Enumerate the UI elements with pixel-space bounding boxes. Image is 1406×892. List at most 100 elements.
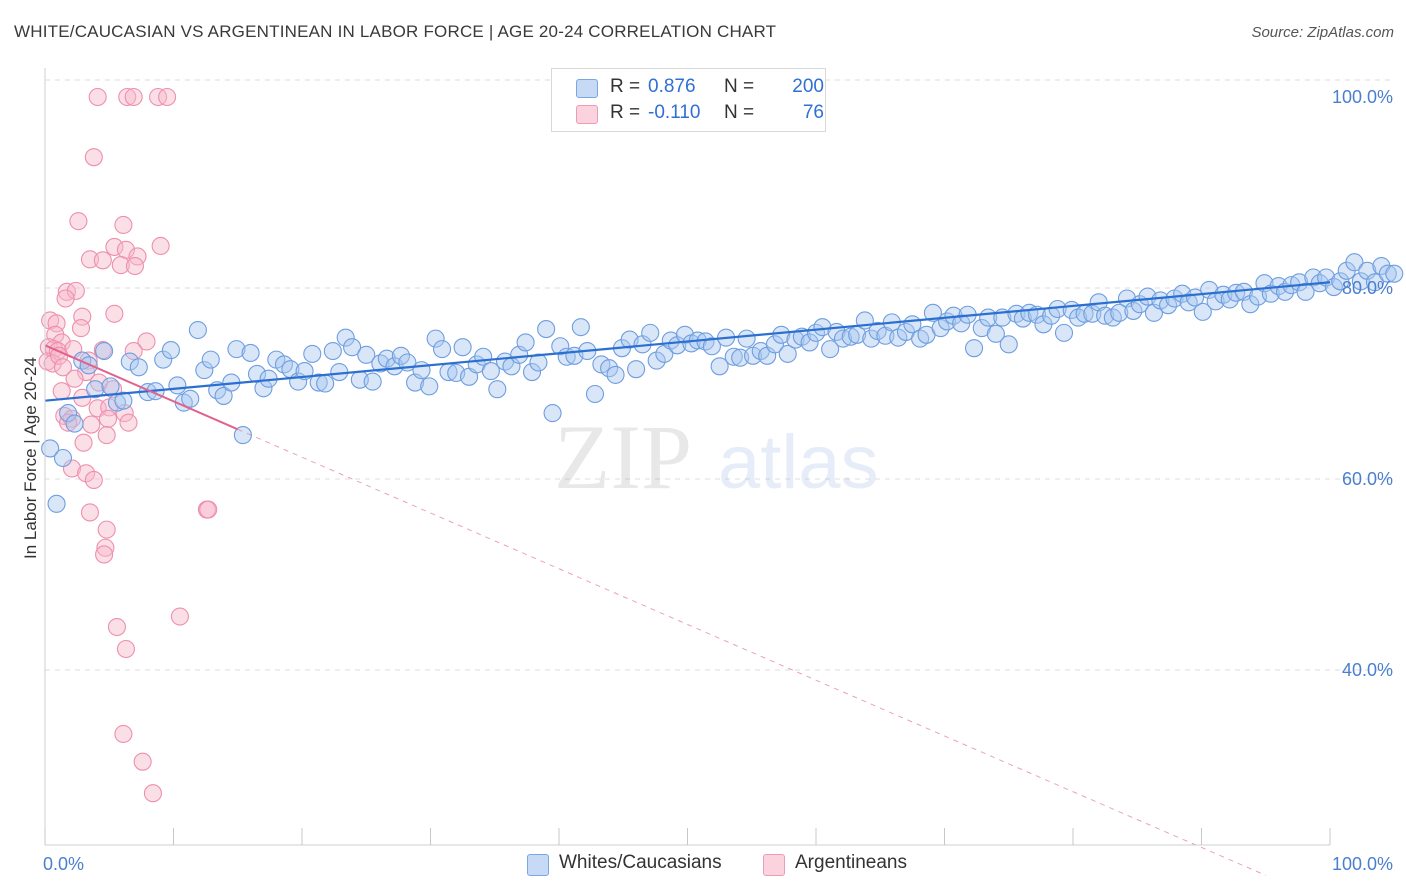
argentineans-point (124, 87, 143, 107)
series-swatch-whites (527, 854, 549, 876)
whites-point (724, 347, 743, 366)
whites-point (453, 338, 472, 357)
legend-n-label: N = (724, 76, 755, 97)
whites-point (923, 303, 942, 322)
legend-r-value: -0.110 (648, 102, 701, 123)
whites-point (316, 374, 335, 393)
legend-swatch-whites (576, 79, 598, 98)
whites-point (181, 389, 200, 408)
whites-point (965, 339, 984, 358)
argentineans-point (199, 500, 218, 519)
whites-point (571, 318, 590, 337)
whites-point (862, 329, 881, 348)
argentineans-point (53, 358, 73, 377)
argentineans-point (84, 148, 103, 167)
x-tick-label: 0.0% (43, 854, 84, 874)
whites-point (1193, 302, 1212, 321)
whites-point (357, 345, 376, 364)
whites-point (833, 329, 853, 348)
argentineans-point (97, 426, 116, 445)
y-tick-label: 40.0% (1342, 660, 1393, 680)
whites-point (1124, 301, 1143, 320)
whites-point (41, 439, 60, 458)
argentineans-trend-line (44, 344, 239, 431)
whites-point (377, 349, 396, 368)
argentineans-point (105, 304, 124, 323)
whites-point (59, 404, 78, 423)
whites-point (600, 359, 619, 378)
argentineans-point (114, 724, 133, 744)
argentineans-point (105, 237, 124, 256)
argentineans-point (151, 236, 170, 256)
whites-point (1241, 295, 1260, 314)
whites-point (201, 350, 220, 369)
whites-point (813, 318, 832, 337)
whites-point (188, 320, 207, 340)
legend-r-label: R = (610, 102, 641, 123)
whites-point (241, 343, 260, 362)
whites-point (1351, 272, 1370, 291)
series-swatch-argentineans (763, 854, 785, 876)
argentineans-point (84, 470, 103, 490)
whites-point (1096, 306, 1115, 325)
legend-n-label: N = (724, 102, 755, 123)
whites-point (363, 372, 382, 391)
whites-point (702, 337, 721, 356)
whites-point (426, 329, 445, 348)
series-label-whites: Whites/Caucasians (559, 852, 722, 873)
whites-point (529, 353, 548, 372)
whites-point (821, 340, 840, 359)
source-label: Source: ZipAtlas.com (1251, 24, 1394, 41)
series-legend: Whites/Caucasians Argentineans (0, 852, 1406, 878)
whites-point (161, 341, 180, 360)
whites-point (765, 335, 784, 354)
watermark-zip: ZIP (554, 406, 692, 508)
argentineans-point (80, 503, 100, 522)
whites-point (227, 340, 246, 359)
whites-point (1345, 253, 1364, 272)
whites-point (1110, 303, 1129, 322)
argentineans-point (62, 459, 82, 478)
whites-point (412, 361, 431, 380)
argentineans-point (116, 639, 136, 659)
argentineans-point (66, 281, 85, 300)
whites-point (931, 319, 950, 338)
chart-title: WHITE/CAUCASIAN VS ARGENTINEAN IN LABOR … (14, 22, 777, 41)
whites-point (129, 358, 148, 377)
argentineans-point (93, 251, 112, 270)
whites-point (543, 404, 562, 423)
argentineans-point (137, 332, 156, 351)
whites-point (214, 386, 233, 405)
argentineans-point (119, 413, 138, 432)
whites-point (303, 344, 322, 363)
watermark: ZIP atlas (554, 406, 879, 508)
whites-point (195, 361, 214, 380)
whites-point (1296, 282, 1315, 301)
whites-point (488, 380, 507, 399)
argentineans-point (43, 354, 62, 373)
whites-point (53, 448, 73, 468)
y-tick-label: 100.0% (1332, 87, 1393, 107)
argentineans-point (133, 752, 152, 771)
argentineans-point (97, 520, 116, 539)
whites-point (522, 362, 542, 382)
legend-r-label: R = (610, 76, 641, 97)
whites-point (391, 346, 410, 365)
whites-point (101, 377, 120, 396)
whites-point (778, 344, 797, 363)
argentineans-point (158, 87, 177, 107)
whites-point (114, 391, 133, 410)
argentineans-point (88, 87, 107, 107)
argentineans-point (77, 464, 96, 483)
whites-point (1331, 272, 1350, 291)
whites-point (606, 365, 625, 384)
x-tick-label: 100.0% (1332, 854, 1393, 874)
legend-n-value: 76 (802, 102, 824, 123)
whites-point (86, 380, 105, 399)
argentineans-point (52, 382, 71, 401)
whites-trend-line (44, 281, 1331, 402)
whites-point (120, 352, 139, 371)
whites-point (1317, 268, 1336, 287)
axes: 40.0% 60.0% 80.0% 100.0% 0.0% 100.0% (43, 68, 1393, 874)
